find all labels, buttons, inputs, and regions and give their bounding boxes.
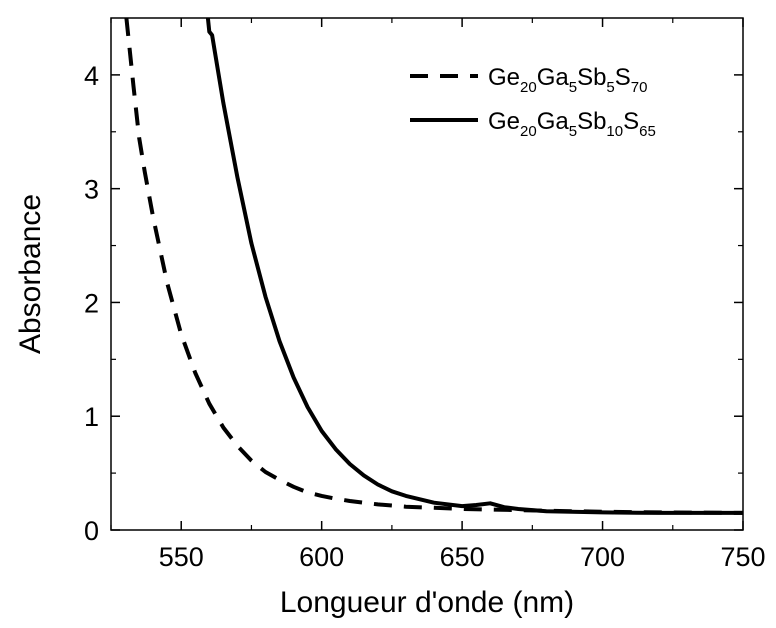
series-line-1 <box>124 18 743 515</box>
series-line-2 <box>205 18 743 515</box>
x-tick-label: 550 <box>159 542 204 572</box>
legend-label-2: Ge20Ga5Sb10S65 <box>488 108 656 140</box>
y-axis-title: Absorbance <box>14 194 47 354</box>
x-tick-label: 750 <box>720 542 765 572</box>
x-tick-label: 700 <box>580 542 625 572</box>
legend: Ge20Ga5Sb5S70 Ge20Ga5Sb10S65 <box>410 64 656 140</box>
x-tick-label: 650 <box>440 542 485 572</box>
plot-frame <box>110 17 744 531</box>
legend-label-1: Ge20Ga5Sb5S70 <box>488 64 647 96</box>
y-tick-label: 4 <box>84 61 99 91</box>
series-layer <box>124 18 743 515</box>
x-tick-label: 600 <box>299 542 344 572</box>
y-tick-label: 3 <box>84 175 99 205</box>
x-axis-title: Longueur d'onde (nm) <box>280 586 574 619</box>
y-tick-label: 0 <box>84 516 99 546</box>
axis-ticks: 550 600 650 700 750 0 1 2 3 4 <box>84 18 766 572</box>
y-tick-label: 1 <box>84 402 99 432</box>
y-tick-label: 2 <box>84 288 99 318</box>
